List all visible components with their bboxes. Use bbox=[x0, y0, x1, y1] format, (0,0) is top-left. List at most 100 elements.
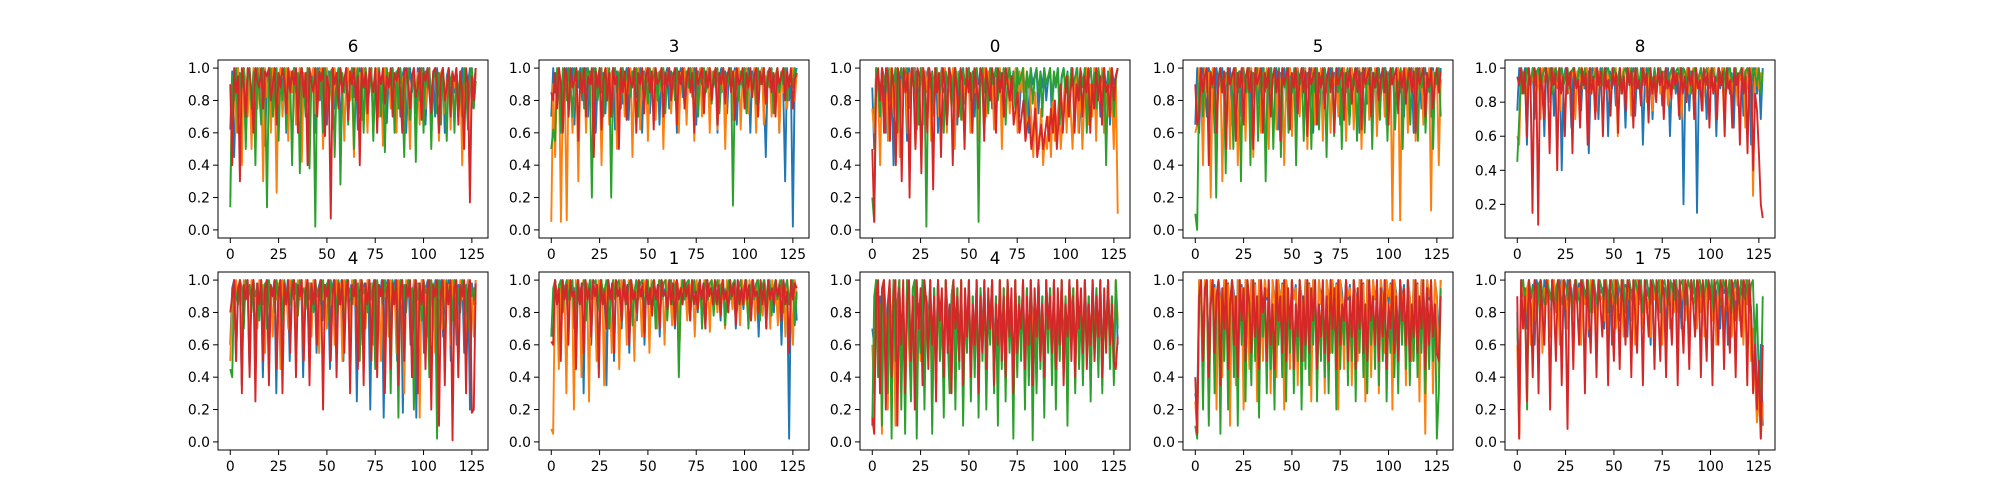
y-tick-label: 0.0 bbox=[188, 223, 210, 239]
subplot-4: 0 25 50 75 100 125 0.0 0.2 0.4 0.6 0.8 1.0 5 bbox=[1153, 36, 1454, 263]
y-tick-label: 0.8 bbox=[188, 305, 210, 321]
y-tick-label: 0.6 bbox=[188, 338, 210, 354]
y-tick-label: 0.6 bbox=[1475, 129, 1497, 145]
y-tick-label: 0.6 bbox=[509, 126, 531, 142]
x-tick-label: 125 bbox=[780, 247, 807, 263]
axes-frame bbox=[217, 59, 489, 239]
series-line-4 bbox=[1516, 279, 1764, 440]
series-group bbox=[1516, 279, 1764, 440]
axes-frame bbox=[859, 271, 1131, 451]
subplot-7: 0 25 50 75 100 125 0.0 0.2 0.4 0.6 0.8 1.0 1 bbox=[509, 248, 810, 475]
x-tick-label: 125 bbox=[459, 459, 486, 475]
x-tick-label: 50 bbox=[639, 459, 657, 475]
y-tick-label: 1.0 bbox=[830, 273, 852, 289]
x-tick-label: 25 bbox=[1557, 247, 1575, 263]
x-tick-label: 125 bbox=[780, 459, 807, 475]
series-line-4 bbox=[871, 279, 1119, 435]
axes-frame bbox=[1504, 271, 1776, 451]
y-tick-label: 1.0 bbox=[1475, 273, 1497, 289]
x-tick-label: 100 bbox=[1052, 247, 1079, 263]
axes-frame bbox=[1182, 271, 1454, 451]
y-tick-label: 0.2 bbox=[830, 403, 852, 419]
x-tick-label: 0 bbox=[547, 247, 556, 263]
x-tick-label: 25 bbox=[1235, 247, 1253, 263]
y-tick-label: 1.0 bbox=[1475, 61, 1497, 77]
subplot-title: 3 bbox=[1313, 248, 1324, 268]
series-line-4 bbox=[1516, 67, 1764, 226]
subplot-5: 0 25 50 75 100 125 0.2 0.4 0.6 0.8 1.0 8 bbox=[1475, 36, 1776, 263]
x-tick-label: 25 bbox=[270, 459, 288, 475]
subplot-9: 0 25 50 75 100 125 0.0 0.2 0.4 0.6 0.8 1.0 3 bbox=[1153, 248, 1454, 475]
x-tick-label: 50 bbox=[1605, 247, 1623, 263]
y-tick-label: 0.0 bbox=[509, 223, 531, 239]
series-line-4 bbox=[1194, 67, 1442, 167]
y-tick-label: 1.0 bbox=[1153, 61, 1175, 77]
y-tick-label: 0.0 bbox=[1153, 435, 1175, 451]
y-tick-label: 0.0 bbox=[509, 435, 531, 451]
series-group bbox=[229, 67, 477, 228]
subplot-6: 0 25 50 75 100 125 0.0 0.2 0.4 0.6 0.8 1.0 4 bbox=[188, 248, 489, 475]
x-tick-label: 100 bbox=[1697, 247, 1724, 263]
x-tick-label: 25 bbox=[591, 247, 609, 263]
x-tick-label: 125 bbox=[1424, 459, 1451, 475]
y-tick-label: 0.2 bbox=[509, 403, 531, 419]
x-tick-label: 75 bbox=[1331, 459, 1349, 475]
x-tick-label: 25 bbox=[591, 459, 609, 475]
y-tick-label: 1.0 bbox=[509, 273, 531, 289]
y-tick-label: 0.0 bbox=[188, 435, 210, 451]
y-tick-label: 0.6 bbox=[509, 338, 531, 354]
subplot-10: 0 25 50 75 100 125 0.0 0.2 0.4 0.6 0.8 1.0 1 bbox=[1475, 248, 1776, 475]
series-line-3 bbox=[550, 67, 798, 207]
x-tick-label: 75 bbox=[1331, 247, 1349, 263]
y-tick-label: 0.6 bbox=[830, 126, 852, 142]
x-tick-label: 75 bbox=[1653, 459, 1671, 475]
y-tick-label: 0.0 bbox=[1153, 223, 1175, 239]
x-tick-label: 0 bbox=[1513, 247, 1522, 263]
x-tick-label: 0 bbox=[1513, 459, 1522, 475]
x-tick-label: 75 bbox=[687, 459, 705, 475]
y-tick-label: 0.4 bbox=[1153, 370, 1175, 386]
x-tick-label: 0 bbox=[547, 459, 556, 475]
x-tick-label: 75 bbox=[366, 459, 384, 475]
x-tick-label: 125 bbox=[1746, 247, 1773, 263]
x-tick-label: 100 bbox=[1697, 459, 1724, 475]
series-line-4 bbox=[229, 67, 477, 220]
x-tick-label: 100 bbox=[731, 247, 758, 263]
series-line-4 bbox=[871, 67, 1119, 223]
x-tick-label: 50 bbox=[318, 247, 336, 263]
y-tick-label: 0.2 bbox=[509, 191, 531, 207]
y-tick-label: 0.2 bbox=[830, 191, 852, 207]
subplot-2: 0 25 50 75 100 125 0.0 0.2 0.4 0.6 0.8 1.0 3 bbox=[509, 36, 810, 263]
x-tick-label: 100 bbox=[1375, 247, 1402, 263]
x-tick-label: 50 bbox=[318, 459, 336, 475]
y-tick-label: 1.0 bbox=[1153, 273, 1175, 289]
y-tick-label: 0.0 bbox=[830, 435, 852, 451]
x-tick-label: 50 bbox=[1605, 459, 1623, 475]
x-tick-label: 75 bbox=[1008, 247, 1026, 263]
y-tick-label: 0.2 bbox=[1475, 403, 1497, 419]
y-tick-label: 0.6 bbox=[188, 126, 210, 142]
axes-frame bbox=[217, 271, 489, 451]
series-group bbox=[550, 279, 798, 440]
series-line-3 bbox=[871, 67, 1119, 228]
x-tick-label: 125 bbox=[1746, 459, 1773, 475]
y-tick-label: 0.8 bbox=[830, 305, 852, 321]
subplot-title: 1 bbox=[1635, 248, 1646, 268]
axes-frame bbox=[538, 59, 810, 239]
y-tick-label: 1.0 bbox=[509, 61, 531, 77]
y-tick-label: 0.4 bbox=[1475, 163, 1497, 179]
axes-frame bbox=[538, 271, 810, 451]
x-tick-label: 25 bbox=[912, 247, 930, 263]
y-tick-label: 0.6 bbox=[1153, 126, 1175, 142]
x-tick-label: 100 bbox=[1052, 459, 1079, 475]
y-tick-label: 0.4 bbox=[1153, 158, 1175, 174]
y-tick-label: 0.8 bbox=[509, 93, 531, 109]
x-tick-label: 50 bbox=[1283, 247, 1301, 263]
y-tick-label: 0.2 bbox=[188, 403, 210, 419]
x-tick-label: 75 bbox=[1653, 247, 1671, 263]
x-tick-label: 0 bbox=[1191, 459, 1200, 475]
y-tick-label: 0.2 bbox=[188, 191, 210, 207]
subplot-title: 5 bbox=[1313, 36, 1324, 56]
y-tick-label: 1.0 bbox=[188, 273, 210, 289]
x-tick-label: 100 bbox=[731, 459, 758, 475]
